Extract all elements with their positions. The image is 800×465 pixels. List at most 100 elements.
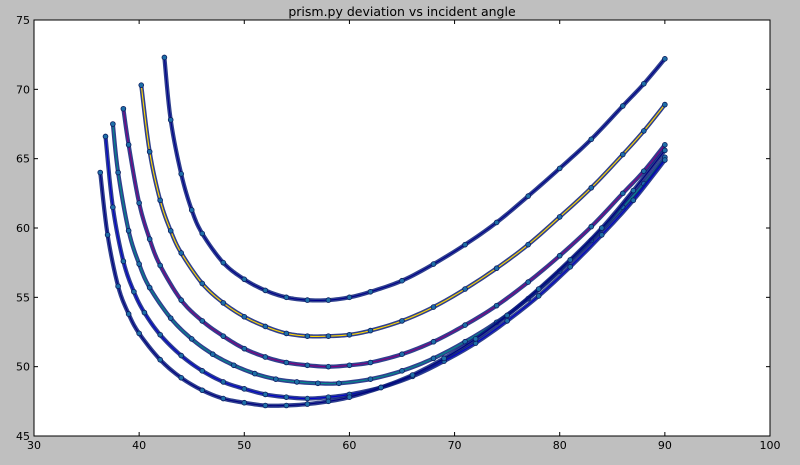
data-point: [283, 330, 290, 337]
data-point: [367, 359, 374, 366]
data-point: [588, 184, 595, 191]
series-layer: [97, 54, 668, 409]
data-point: [110, 121, 116, 127]
data-point: [102, 133, 109, 140]
data-point: [598, 225, 605, 231]
data-point: [325, 297, 332, 303]
data-point: [157, 356, 163, 363]
data-point: [146, 148, 153, 155]
data-point: [504, 318, 510, 324]
data-point: [138, 82, 145, 88]
data-point: [662, 147, 668, 154]
data-point: [262, 391, 269, 398]
data-point: [598, 232, 605, 238]
data-point: [535, 293, 542, 299]
axis-ticks: 30 40 50 60 70 80 90 100 45 50 55 60 65 70 75: [16, 14, 781, 452]
data-point: [630, 197, 637, 204]
data-point: [220, 300, 227, 306]
data-point: [304, 333, 311, 339]
data-point: [325, 333, 332, 339]
x-tick-label: 100: [760, 439, 781, 452]
data-point: [178, 171, 185, 177]
data-point: [167, 315, 174, 321]
data-point: [220, 259, 227, 266]
data-point: [504, 312, 510, 319]
data-point: [588, 136, 595, 143]
data-point: [178, 250, 185, 256]
data-point: [262, 323, 269, 330]
data-point: [146, 284, 153, 291]
data-point: [325, 398, 332, 405]
data-point: [493, 219, 500, 226]
data-point: [556, 214, 563, 220]
data-point: [115, 283, 121, 290]
data-point: [378, 384, 384, 391]
data-point: [430, 338, 437, 345]
data-point: [199, 280, 206, 287]
data-point: [462, 322, 468, 328]
data-point: [441, 355, 447, 362]
data-point: [178, 297, 185, 303]
x-tick-label: 80: [553, 439, 567, 452]
data-point: [220, 395, 227, 402]
data-point: [241, 313, 248, 320]
data-point: [131, 288, 137, 295]
data-point: [367, 376, 374, 382]
data-point: [346, 394, 353, 400]
data-point: [346, 294, 353, 301]
y-tick-label: 50: [16, 361, 30, 374]
data-point: [283, 402, 290, 409]
plot-area: [33, 19, 771, 437]
data-point: [304, 395, 311, 402]
data-point: [188, 336, 195, 342]
data-point: [273, 376, 279, 382]
data-point: [567, 264, 574, 270]
data-point: [146, 236, 153, 242]
data-point: [220, 379, 227, 385]
y-tick-label: 65: [16, 153, 30, 166]
data-point: [525, 241, 531, 248]
data-point: [336, 380, 342, 387]
data-point: [430, 261, 437, 267]
data-point: [209, 351, 216, 357]
series-line: [140, 85, 666, 337]
data-point: [178, 374, 185, 381]
data-point: [125, 142, 132, 148]
data-point: [230, 362, 237, 369]
x-tick-label: 60: [342, 439, 356, 452]
y-tick-label: 60: [16, 222, 30, 235]
series-3: [120, 105, 668, 370]
x-tick-label: 40: [132, 439, 146, 452]
data-point: [178, 352, 185, 359]
data-point: [241, 276, 248, 283]
data-point: [188, 207, 195, 213]
data-point: [662, 142, 668, 148]
data-point: [641, 128, 647, 134]
data-point: [252, 370, 258, 377]
series-2: [138, 82, 668, 339]
data-point: [367, 288, 374, 295]
data-point: [399, 318, 405, 324]
data-point: [167, 227, 174, 234]
data-point: [493, 302, 500, 309]
data-point: [125, 311, 132, 317]
data-point: [120, 258, 127, 265]
data-point: [241, 345, 248, 352]
data-point: [462, 241, 468, 248]
data-point: [472, 336, 479, 342]
data-point: [199, 318, 206, 324]
data-point: [556, 165, 563, 172]
data-point: [556, 252, 563, 259]
data-point: [199, 230, 206, 237]
data-point: [120, 105, 127, 112]
data-point: [462, 286, 468, 292]
data-point: [525, 193, 531, 199]
data-point: [367, 327, 374, 334]
data-point: [110, 204, 116, 211]
data-point: [115, 169, 121, 176]
data-point: [493, 265, 500, 272]
data-point: [199, 387, 206, 394]
data-point: [641, 80, 647, 87]
data-point: [294, 379, 300, 385]
